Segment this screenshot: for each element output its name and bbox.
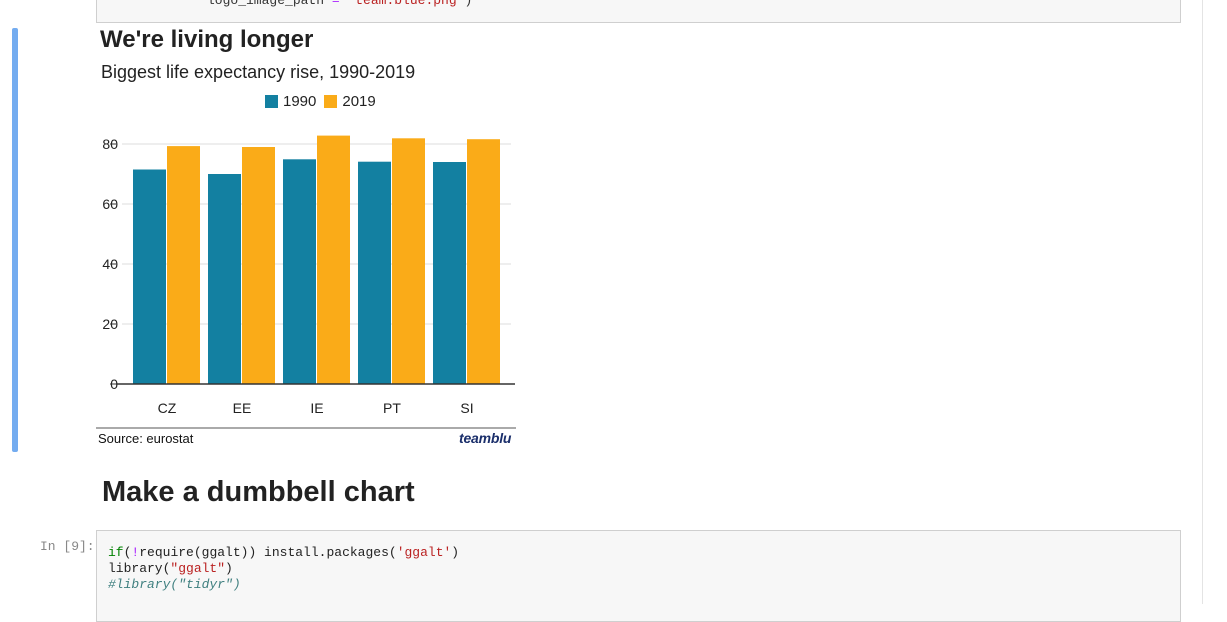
bar-ee-1990	[208, 174, 241, 384]
notebook-right-border	[1202, 0, 1203, 604]
code-call: library(	[108, 561, 171, 576]
bar-ie-1990	[283, 159, 316, 384]
chart-legend: 1990 2019	[265, 93, 384, 110]
code-operator: =	[324, 0, 348, 8]
chart-subtitle: Biggest life expectancy rise, 1990-2019	[101, 62, 416, 82]
code-line-2: library("ggalt")	[108, 561, 459, 577]
chart-title: We're living longer	[100, 26, 314, 53]
legend-item-2019: 2019	[324, 93, 376, 110]
code-operator: !	[131, 545, 140, 560]
selected-cell-indicator[interactable]	[12, 28, 18, 452]
legend-label-2019: 2019	[342, 93, 376, 110]
code-identifier: logo_image_path	[207, 0, 325, 8]
code-string: 'ggalt'	[396, 545, 452, 560]
bar-pt-1990	[358, 161, 391, 384]
code-call: require(ggalt)) install.packages(	[139, 545, 397, 560]
x-tick-label: EE	[233, 400, 252, 416]
bar-cz-1990	[133, 169, 166, 384]
code-line: logo_image_path = 'team.blue.png')	[207, 0, 472, 8]
x-tick-label: IE	[310, 400, 323, 416]
chart-source: Source: eurostat	[98, 431, 194, 446]
team-blue-logo: teamblu	[459, 430, 512, 446]
legend-swatch-2019	[324, 95, 338, 108]
x-tick-label: PT	[383, 400, 401, 416]
code-punctuation: )	[451, 545, 460, 560]
code-keyword: if	[108, 545, 124, 560]
code-line-1: if(!require(ggalt)) install.packages('gg…	[108, 545, 459, 561]
code-string: 'team.blue.png'	[347, 0, 465, 8]
previous-code-cell[interactable]: logo_image_path = 'team.blue.png')	[96, 0, 1181, 23]
legend-swatch-1990	[265, 95, 278, 108]
markdown-heading: Make a dumbbell chart	[102, 476, 415, 508]
bar-si-1990	[433, 162, 466, 384]
legend-item-1990: 1990	[265, 93, 316, 110]
bar-ie-2019	[317, 135, 350, 384]
code-cell-input[interactable]: if(!require(ggalt)) install.packages('gg…	[96, 530, 1181, 622]
legend-label-1990: 1990	[283, 93, 317, 110]
code-punctuation: )	[225, 561, 233, 576]
code-string: "ggalt"	[170, 561, 226, 576]
bar-si-2019	[467, 139, 500, 384]
bar-ee-2019	[242, 147, 275, 384]
code-punctuation: (	[123, 545, 132, 560]
cell-prompt: In [9]:	[40, 539, 95, 554]
bar-pt-2019	[392, 138, 425, 384]
code-punctuation: )	[464, 0, 473, 8]
x-tick-label: SI	[460, 400, 473, 416]
bar-cz-2019	[167, 146, 200, 384]
x-tick-label: CZ	[158, 400, 177, 416]
code-editor[interactable]: if(!require(ggalt)) install.packages('gg…	[108, 545, 459, 593]
code-line-3-comment: #library("tidyr")	[108, 577, 241, 592]
